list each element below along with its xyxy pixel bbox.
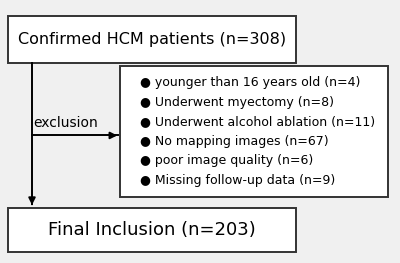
FancyBboxPatch shape <box>8 208 296 252</box>
Text: Final Inclusion (n=203): Final Inclusion (n=203) <box>48 221 256 239</box>
Text: exclusion: exclusion <box>34 116 98 130</box>
Text: ● younger than 16 years old (n=4)
● Underwent myectomy (n=8)
● Underwent alcohol: ● younger than 16 years old (n=4) ● Unde… <box>140 76 375 187</box>
FancyBboxPatch shape <box>120 66 388 197</box>
FancyBboxPatch shape <box>8 16 296 63</box>
Text: Confirmed HCM patients (n=308): Confirmed HCM patients (n=308) <box>18 32 286 47</box>
